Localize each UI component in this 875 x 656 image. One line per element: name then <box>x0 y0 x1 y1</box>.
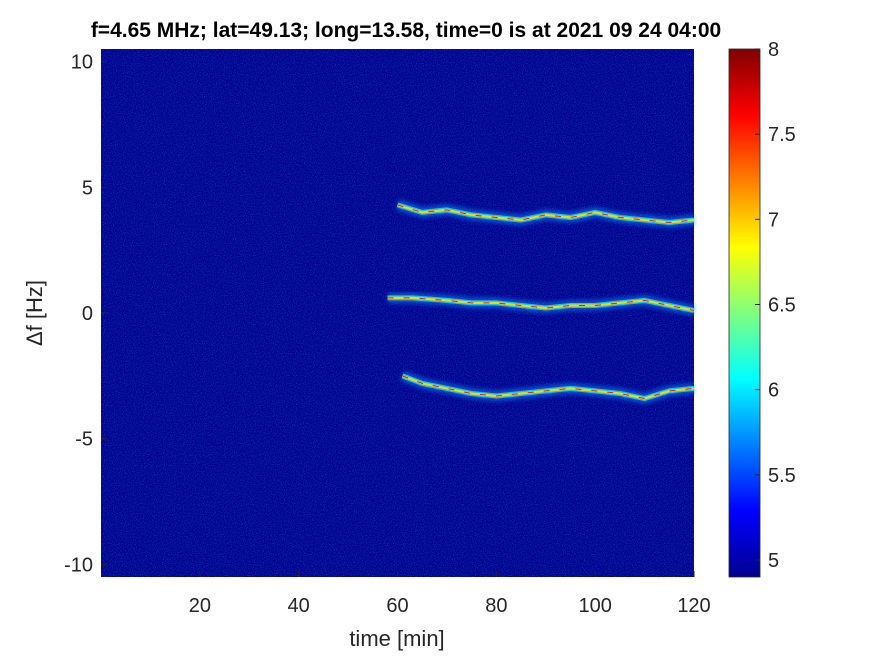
x-tick-label: 120 <box>677 595 710 617</box>
y-tick-label: -10 <box>64 554 93 576</box>
chart-title: f=4.65 MHz; lat=49.13; long=13.58, time=… <box>91 19 721 42</box>
heatmap-noise <box>101 49 694 577</box>
heatmap-traces <box>387 199 696 404</box>
x-axis-label: time [min] <box>349 626 444 651</box>
x-tick-label: 100 <box>578 595 611 617</box>
x-tick-label: 40 <box>288 595 310 617</box>
y-tick-label: 10 <box>71 52 93 74</box>
x-tick-label: 60 <box>386 595 408 617</box>
y-tick-label: -5 <box>75 429 93 451</box>
colorbar-tick-label: 5.5 <box>768 465 796 487</box>
colorbar-tick-label: 6 <box>768 380 779 402</box>
trace-peak <box>397 204 695 223</box>
y-tick-label: 5 <box>82 177 93 199</box>
y-axis-label: Δf [Hz] <box>22 280 47 346</box>
colorbar-tick-label: 6.5 <box>768 294 796 316</box>
colorbar-tick-label: 7 <box>768 209 779 231</box>
colorbar-tick-label: 8 <box>768 39 779 61</box>
colorbar: 5 5.5 6 6.5 7 7.5 8 <box>728 39 796 578</box>
y-tick-label: 0 <box>82 303 93 325</box>
colorbar-ticks: 5 5.5 6 6.5 7 7.5 8 <box>755 39 796 572</box>
trace-peak <box>387 297 695 311</box>
y-axis-ticks: -10 -5 0 5 10 <box>64 52 107 576</box>
colorbar-gradient <box>728 48 761 578</box>
colorbar-tick-label: 7.5 <box>768 124 796 146</box>
trace-peak <box>402 375 695 399</box>
plot-area <box>101 49 696 577</box>
x-tick-label: 20 <box>189 595 211 617</box>
x-tick-label: 80 <box>485 595 507 617</box>
colorbar-tick-label: 5 <box>768 550 779 572</box>
x-axis-ticks: 20 40 60 80 100 120 <box>189 571 711 617</box>
